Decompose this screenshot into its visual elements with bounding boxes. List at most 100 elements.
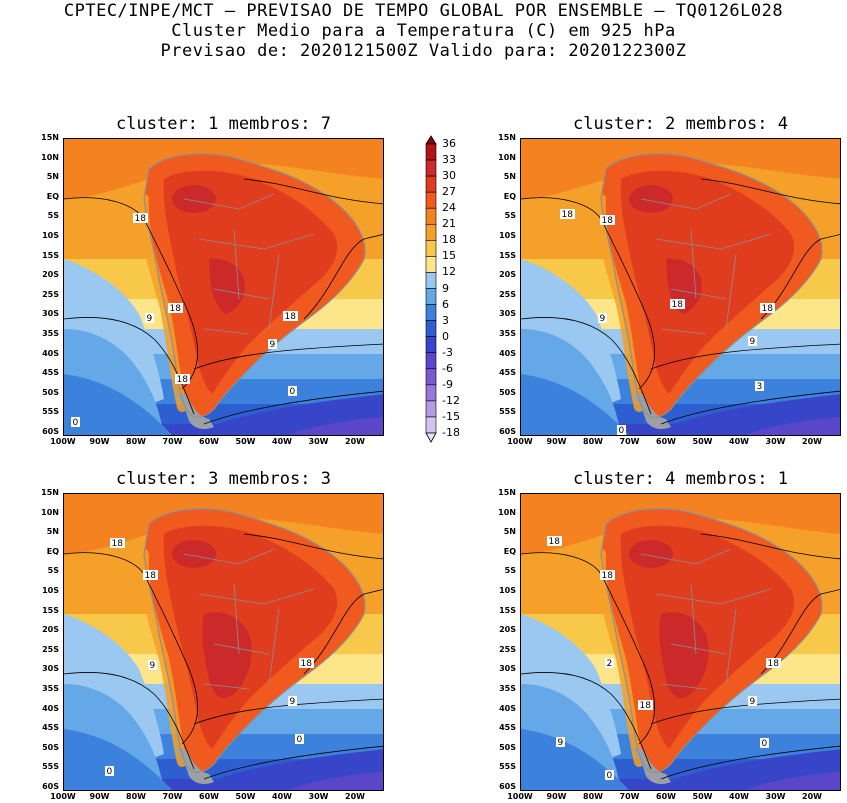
- country-borders: [183, 548, 315, 690]
- contour-label-bg: [560, 209, 575, 219]
- lat-tick-label: 15N: [41, 133, 59, 142]
- lon-tick-label: 50W: [235, 437, 256, 446]
- contour-line: [660, 390, 840, 425]
- contour-line: [521, 672, 652, 770]
- lat-tick-label: 25S: [42, 289, 59, 299]
- contour-label-bg: [268, 339, 277, 349]
- contour-label-text: 0: [619, 426, 625, 436]
- amazon-warm-core: [629, 185, 673, 213]
- colorbar-level-label: -15: [442, 409, 460, 423]
- lat-tick-label: 15S: [499, 250, 516, 260]
- contour-label-bg: [605, 658, 614, 668]
- contour-label-text: 18: [768, 659, 780, 669]
- colorbar-max-arrow: [425, 135, 437, 145]
- contour-label: 9: [288, 696, 297, 707]
- lon-tick-label: 100W: [507, 437, 533, 446]
- contour-label: 0: [760, 738, 769, 749]
- colorbar-min-arrow: [425, 432, 437, 443]
- panel-title: cluster: 3 membros: 3: [116, 469, 331, 489]
- lat-tick-label: 50S: [42, 387, 59, 397]
- contour-label-text: 18: [602, 216, 614, 226]
- lon-tick-label: 30W: [765, 437, 786, 446]
- contour-label: 18: [168, 303, 183, 314]
- colorbar-swatch: [425, 384, 437, 402]
- contour-line: [700, 178, 840, 205]
- contour-line: [64, 552, 198, 745]
- map-svg: 18 18 18 18 2 9 9 0 0: [521, 494, 840, 790]
- map-panel: 18 18 18 18 9 9 3 0: [520, 138, 841, 436]
- colorbar-swatch: [425, 336, 437, 354]
- lat-tick-label: 20S: [499, 625, 516, 635]
- colorbar-level-label: -6: [442, 361, 453, 375]
- contour-line: [303, 234, 383, 320]
- contour-label-bg: [638, 700, 653, 710]
- contour-label-text: 9: [150, 661, 156, 671]
- colorbar-swatch: [425, 304, 437, 321]
- patagonia-landmass: [633, 749, 671, 784]
- country-borders: [640, 548, 772, 690]
- lat-tick-label: 20S: [42, 625, 59, 635]
- lon-tick-label: 80W: [583, 437, 603, 446]
- contour-label-text: 9: [270, 340, 276, 350]
- contour-label: 18: [175, 374, 190, 385]
- colorbar-level-label: 24: [442, 201, 456, 215]
- contour-label: 9: [598, 313, 607, 324]
- contour-label-bg: [283, 311, 298, 321]
- contour-label-text: 3: [757, 382, 763, 392]
- contour-label: 2: [605, 658, 614, 669]
- lat-tick-label: 55S: [42, 407, 59, 417]
- coastline: [600, 153, 823, 418]
- cold-tongue-west-deep: [521, 729, 630, 790]
- lat-tick-label: 25S: [499, 644, 516, 654]
- lon-tick-label: 80W: [583, 792, 603, 801]
- lat-tick-label: 15N: [498, 488, 516, 497]
- contour-label-bg: [288, 696, 297, 706]
- contour-label: 18: [133, 213, 148, 224]
- contour-label-text: 18: [135, 214, 147, 224]
- contour-label-bg: [71, 417, 80, 427]
- lat-tick-label: 30S: [499, 309, 516, 319]
- contour-label: 18: [670, 299, 685, 310]
- patagonia-landmass: [176, 749, 214, 784]
- lat-tick-label: 45S: [42, 368, 59, 378]
- lat-tick-label: 10S: [42, 231, 59, 240]
- contour-label-text: 18: [549, 537, 561, 547]
- cold-tongue-west-deep: [521, 374, 630, 435]
- country-borders: [183, 193, 315, 335]
- lat-tick-label: 5N: [46, 172, 59, 182]
- contour-label-text: 0: [73, 418, 79, 428]
- contour-label-text: 2: [607, 659, 613, 669]
- colorbar-swatch: [425, 240, 437, 257]
- lat-tick-label: 10N: [498, 507, 516, 517]
- contour-label: 18: [110, 538, 125, 549]
- lon-tick-label: 60W: [199, 792, 219, 801]
- land-hot-27: [620, 525, 795, 749]
- lat-tick-label: EQ: [46, 191, 59, 201]
- contour-label: 9: [748, 336, 757, 347]
- contour-label-text: 18: [562, 210, 574, 220]
- contour-label-bg: [148, 660, 157, 670]
- lon-tick-label: 80W: [126, 792, 146, 801]
- contour-label-bg: [145, 313, 154, 323]
- contour-label-text: 9: [600, 314, 606, 324]
- lat-tick-label: 25S: [42, 644, 59, 654]
- contour-label: 18: [299, 658, 314, 669]
- colorbar-level-label: 30: [442, 169, 456, 183]
- contour-label-bg: [670, 299, 685, 309]
- contour-label: 18: [760, 303, 775, 314]
- colorbar-level-label: 6: [442, 297, 449, 311]
- lat-tick-label: 60S: [42, 427, 59, 436]
- contour-label-bg: [110, 538, 125, 548]
- contour-label-text: 0: [762, 739, 768, 749]
- contour-line: [203, 745, 383, 780]
- panel-title: cluster: 1 membros: 7: [116, 114, 331, 134]
- lon-tick-label: 90W: [546, 437, 567, 446]
- lon-tick-label: 30W: [765, 792, 786, 801]
- coastline: [143, 153, 366, 418]
- contour-label-text: 18: [177, 375, 189, 385]
- contour-label-text: 9: [290, 697, 296, 707]
- contour-label-bg: [288, 386, 297, 396]
- contour-label: 18: [283, 311, 298, 322]
- south-america-landmass: [601, 153, 822, 418]
- amazon-warm-core: [172, 185, 216, 213]
